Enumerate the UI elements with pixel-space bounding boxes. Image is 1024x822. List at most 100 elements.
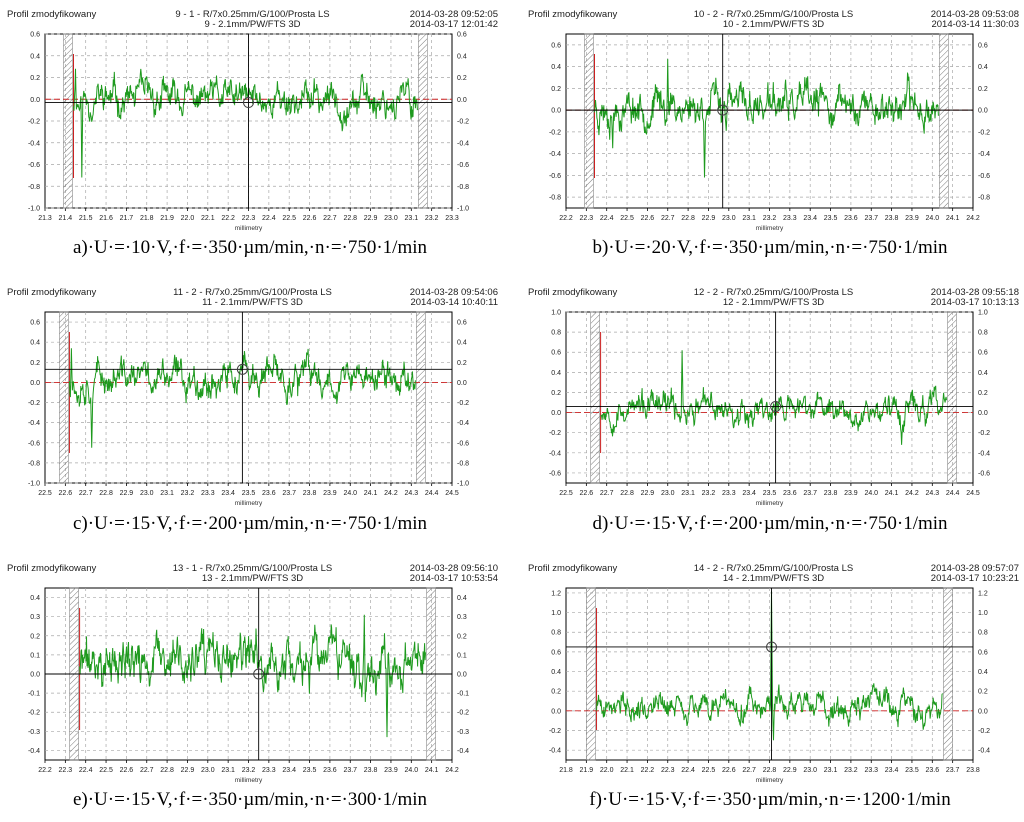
hatched-zone-start	[584, 33, 594, 209]
profile-chart-svg: 22.5 22.6 22.7 22.8 22.9 23.0 23.1 23.2 23.3 23.4…	[28, 311, 469, 507]
y-tick-label-right: -0.2	[457, 400, 469, 407]
y-tick-label-left: 0.0	[30, 380, 40, 387]
x-tick-label: 23.5	[763, 490, 777, 497]
x-tick-label: 23.2	[844, 767, 858, 774]
hatched-zone-start	[63, 33, 73, 209]
x-tick-label: 23.2	[181, 490, 195, 497]
x-tick-label: 23.3	[262, 767, 276, 774]
x-tick-label: 23.0	[722, 215, 736, 222]
header-center1: 14 - 2 - R/7x0.25mm/G/100/Prosta LS	[693, 563, 854, 574]
hatched-zone-end	[418, 33, 428, 209]
header-right1: 2014-03-28 09:53:08	[930, 9, 1019, 20]
y-tick-label-right: -0.4	[978, 748, 990, 755]
x-tick-label: 23.1	[824, 767, 838, 774]
y-tick-label-left: 1.0	[551, 610, 561, 617]
header-right2: 2014-03-14 11:30:03	[931, 19, 1019, 30]
y-tick-label-right: 0.0	[457, 672, 467, 679]
header-right2: 2014-03-14 10:40:11	[410, 297, 498, 308]
y-tick-label-left: 1.0	[551, 310, 561, 317]
y-tick-label-left: 0.2	[551, 86, 561, 93]
header-right2: 2014-03-17 10:13:13	[930, 297, 1019, 308]
y-tick-label-right: -0.2	[457, 710, 469, 717]
x-tick-label: 22.8	[681, 215, 695, 222]
y-tick-label-left: -0.2	[549, 430, 561, 437]
x-tick-label: 22.4	[262, 215, 276, 222]
chart-panel-b: Profil zmodyfikowany 10 - 2 - R/7x0.25mm/…	[526, 8, 1021, 236]
x-tick-label: 21.9	[580, 767, 594, 774]
x-tick-label: 22.7	[600, 490, 614, 497]
y-tick-label-right: 0.6	[978, 350, 988, 357]
x-tick-label: 23.7	[282, 490, 296, 497]
x-tick-label: 22.2	[559, 215, 573, 222]
y-tick-label-left: 0.4	[30, 340, 40, 347]
x-tick-label: 23.1	[221, 767, 235, 774]
x-tick-label: 23.6	[262, 490, 276, 497]
cursor-circle[interactable]	[236, 363, 248, 375]
x-axis-label: millimetry	[756, 777, 784, 784]
x-tick-label: 23.4	[221, 490, 235, 497]
y-tick-label-left: -0.2	[28, 119, 40, 126]
x-tick-label: 24.2	[445, 767, 459, 774]
x-tick-label: 22.6	[580, 490, 594, 497]
y-tick-label-right: 0.0	[457, 380, 467, 387]
x-tick-label: 23.2	[763, 215, 777, 222]
x-tick-label: 22.5	[99, 767, 113, 774]
x-tick-label: 24.2	[966, 215, 980, 222]
y-tick-label-right: -0.2	[978, 129, 990, 136]
y-tick-label-right: -0.4	[457, 140, 469, 147]
caption-a: a)·U·=·10·V,·f·=·350·µm/min,·n·=·750·1/m…	[72, 237, 428, 258]
x-tick-label: 23.4	[803, 215, 817, 222]
y-tick-label-right: -0.4	[457, 420, 469, 427]
y-tick-label-right: 1.0	[978, 310, 988, 317]
x-axis-label: millimetry	[235, 225, 263, 232]
cursor-circle[interactable]	[243, 97, 254, 109]
y-tick-label-right: 0.2	[457, 75, 467, 82]
y-tick-label-right: 0.0	[978, 410, 988, 417]
y-tick-label-left: 0.0	[551, 410, 561, 417]
header-center1: 10 - 2 - R/7x0.25mm/G/100/Prosta LS	[693, 9, 854, 20]
x-tick-label: 24.0	[343, 490, 357, 497]
x-tick-label: 23.4	[885, 767, 899, 774]
header-center1: 9 - 1 - R/7x0.25mm/G/100/Prosta LS	[175, 9, 330, 20]
profile-chart-svg: 21.8 21.9 22.0 22.1 22.2 22.3 22.4 22.5 22.6 22.7…	[549, 587, 990, 784]
y-tick-label-left: -0.8	[28, 184, 40, 191]
cursor-circle[interactable]	[766, 641, 778, 653]
cursor-circle[interactable]	[717, 104, 729, 116]
hatched-zone-end	[947, 311, 957, 484]
header-center2: 9 - 2.1mm/PW/FTS 3D	[204, 19, 301, 30]
header-right2: 2014-03-17 12:01:42	[409, 19, 498, 30]
x-tick-label: 23.1	[160, 490, 174, 497]
hatched-zone-end	[416, 311, 426, 484]
y-tick-label-left: -0.4	[549, 151, 561, 158]
x-tick-label: 23.4	[742, 490, 756, 497]
y-tick-label-right: 0.2	[457, 633, 467, 640]
hatched-zone-end	[939, 33, 949, 209]
x-tick-label: 22.8	[763, 767, 777, 774]
y-tick-label-left: -0.3	[28, 729, 40, 736]
y-tick-label-left: 0.2	[551, 390, 561, 397]
y-tick-label-left: 0.4	[30, 53, 40, 60]
x-tick-label: 22.0	[600, 767, 614, 774]
x-axis-label: millimetry	[756, 225, 784, 232]
chart-header: Profil zmodyfikowany 14 - 2 - R/7x0.25mm/…	[526, 562, 1021, 588]
header-center2: 14 - 2.1mm/PW/FTS 3D	[722, 573, 825, 584]
y-tick-label-left: 0.4	[30, 595, 40, 602]
x-tick-label: 23.0	[140, 490, 154, 497]
x-tick-label: 22.2	[38, 767, 52, 774]
y-tick-label-left: 0.8	[551, 330, 561, 337]
y-tick-label-right: 0.6	[978, 42, 988, 49]
hatched-zone-start	[586, 587, 596, 761]
x-tick-label: 23.6	[844, 215, 858, 222]
cursor-circle[interactable]	[770, 401, 782, 413]
x-tick-label: 22.1	[620, 767, 634, 774]
profile-chart-svg: 22.5 22.6 22.7 22.8 22.9 23.0 23.1 23.2 23.3 23.4…	[549, 310, 990, 508]
y-tick-label-right: 1.0	[978, 610, 988, 617]
y-tick-label-right: -0.3	[457, 729, 469, 736]
header-left: Profil zmodyfikowany	[528, 9, 618, 20]
y-tick-label-right: -0.6	[978, 173, 990, 180]
caption-f: f)·U·=·15·V,·f·=·350·µm/min,·n·=·1200·1/…	[589, 789, 951, 810]
x-tick-label: 23.9	[384, 767, 398, 774]
header-right2: 2014-03-17 10:53:54	[409, 573, 498, 584]
cursor-circle[interactable]	[253, 668, 265, 680]
y-tick-label-right: -0.2	[978, 728, 990, 735]
